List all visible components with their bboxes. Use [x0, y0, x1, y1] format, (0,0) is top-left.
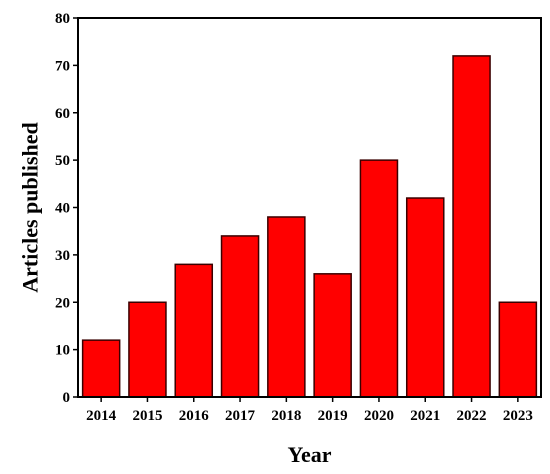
bar-2023 [498, 301, 538, 398]
x-axis-ticks: 2014 2015 2016 2017 2018 2019 2020 2021 2022 2023 [86, 397, 533, 424]
bar-2018 [267, 216, 306, 398]
x-tick-label: 2020 [364, 408, 394, 424]
bars [81, 55, 538, 398]
bar-2022 [452, 55, 491, 398]
bar-2020 [359, 159, 399, 398]
bar-2019 [313, 273, 352, 398]
y-tick-label: 30 [55, 248, 70, 264]
y-tick-label: 80 [55, 11, 70, 27]
x-tick-label: 2017 [225, 408, 256, 424]
x-tick-label: 2018 [271, 408, 301, 424]
x-axis-title: Year [288, 442, 332, 467]
bar-2021 [405, 197, 445, 398]
bar-2015 [128, 301, 167, 398]
x-tick-label: 2021 [410, 408, 440, 424]
x-tick-label: 2019 [318, 408, 348, 424]
y-tick-label: 60 [55, 106, 70, 122]
y-axis-ticks: 0 10 20 30 40 50 60 70 80 [55, 11, 78, 406]
x-tick-label: 2022 [457, 408, 487, 424]
y-tick-label: 20 [55, 295, 70, 311]
y-tick-label: 70 [55, 58, 70, 74]
y-tick-label: 0 [63, 390, 71, 406]
bar-2016 [174, 263, 214, 398]
x-tick-label: 2014 [86, 408, 117, 424]
y-tick-label: 40 [55, 201, 70, 217]
x-tick-label: 2016 [179, 408, 210, 424]
x-tick-label: 2023 [503, 408, 533, 424]
bar-2017 [220, 235, 260, 398]
y-axis-title: Articles published [18, 122, 43, 293]
x-tick-label: 2015 [132, 408, 162, 424]
plot-frame [77, 17, 542, 398]
y-tick-label: 50 [55, 153, 70, 169]
y-tick-label: 10 [55, 343, 70, 359]
bar-2014 [81, 339, 121, 398]
